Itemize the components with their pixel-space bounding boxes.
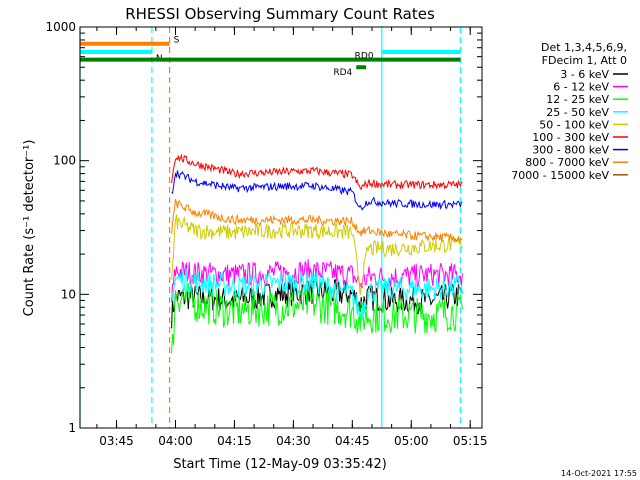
series-line-5 (171, 153, 463, 191)
y-tick-label: 10 (61, 287, 76, 301)
x-tick-label: 03:45 (99, 434, 134, 448)
legend-header-line-1: Det 1,3,4,5,6,9, (541, 41, 627, 54)
y-tick-label: 1000 (45, 20, 76, 34)
x-axis-label: Start Time (12-May-09 03:35:42) (173, 457, 387, 472)
legend-entry-label: 25 - 50 keV (546, 106, 609, 119)
series-line-7 (171, 198, 463, 243)
x-tick-label: 05:00 (394, 434, 429, 448)
series-line-4 (171, 214, 463, 296)
chart-title: RHESSI Observing Summary Count Rates (125, 5, 435, 23)
x-tick-label: 04:15 (217, 434, 252, 448)
x-tick-label: 04:30 (276, 434, 311, 448)
legend-entry-label: 800 - 7000 keV (525, 156, 609, 169)
series-line-2 (171, 282, 463, 354)
legend-entry-label: 100 - 300 keV (532, 131, 609, 144)
x-tick-label: 04:00 (158, 434, 193, 448)
state-bar-label: RD0 (355, 52, 374, 62)
legend-header-line-2: FDecim 1, Att 0 (542, 54, 627, 67)
y-axis-label: Count Rate (s⁻¹ detector⁻¹) (22, 140, 37, 317)
legend-entry-label: 12 - 25 keV (546, 93, 609, 106)
legend-entry-label: 50 - 100 keV (539, 118, 609, 131)
legend-entry-label: 300 - 800 keV (532, 144, 609, 157)
state-bar-label: RD4 (333, 68, 352, 78)
footer-date: 14-Oct-2021 17:55 (561, 469, 637, 478)
series-line-3 (171, 268, 463, 321)
legend-entry-label: 7000 - 15000 keV (511, 169, 609, 182)
series-line-6 (171, 170, 463, 211)
series-group (171, 153, 463, 354)
y-axis-ticks: 1 10 100 1000 (45, 20, 482, 435)
x-axis-ticks: 03:45 04:00 04:15 04:30 04:45 05:00 05:15 (96, 27, 488, 448)
legend-entry-label: 3 - 6 keV (560, 68, 609, 81)
legend-entry-label: 6 - 12 keV (553, 81, 609, 94)
y-tick-label: 1 (68, 421, 76, 435)
state-bar-label: S (174, 36, 180, 46)
x-tick-label: 04:45 (335, 434, 370, 448)
y-tick-label: 100 (53, 154, 76, 168)
state-bars: SNRD0RD4 (80, 36, 461, 78)
x-tick-label: 05:15 (453, 434, 488, 448)
plot-frame (79, 26, 483, 429)
